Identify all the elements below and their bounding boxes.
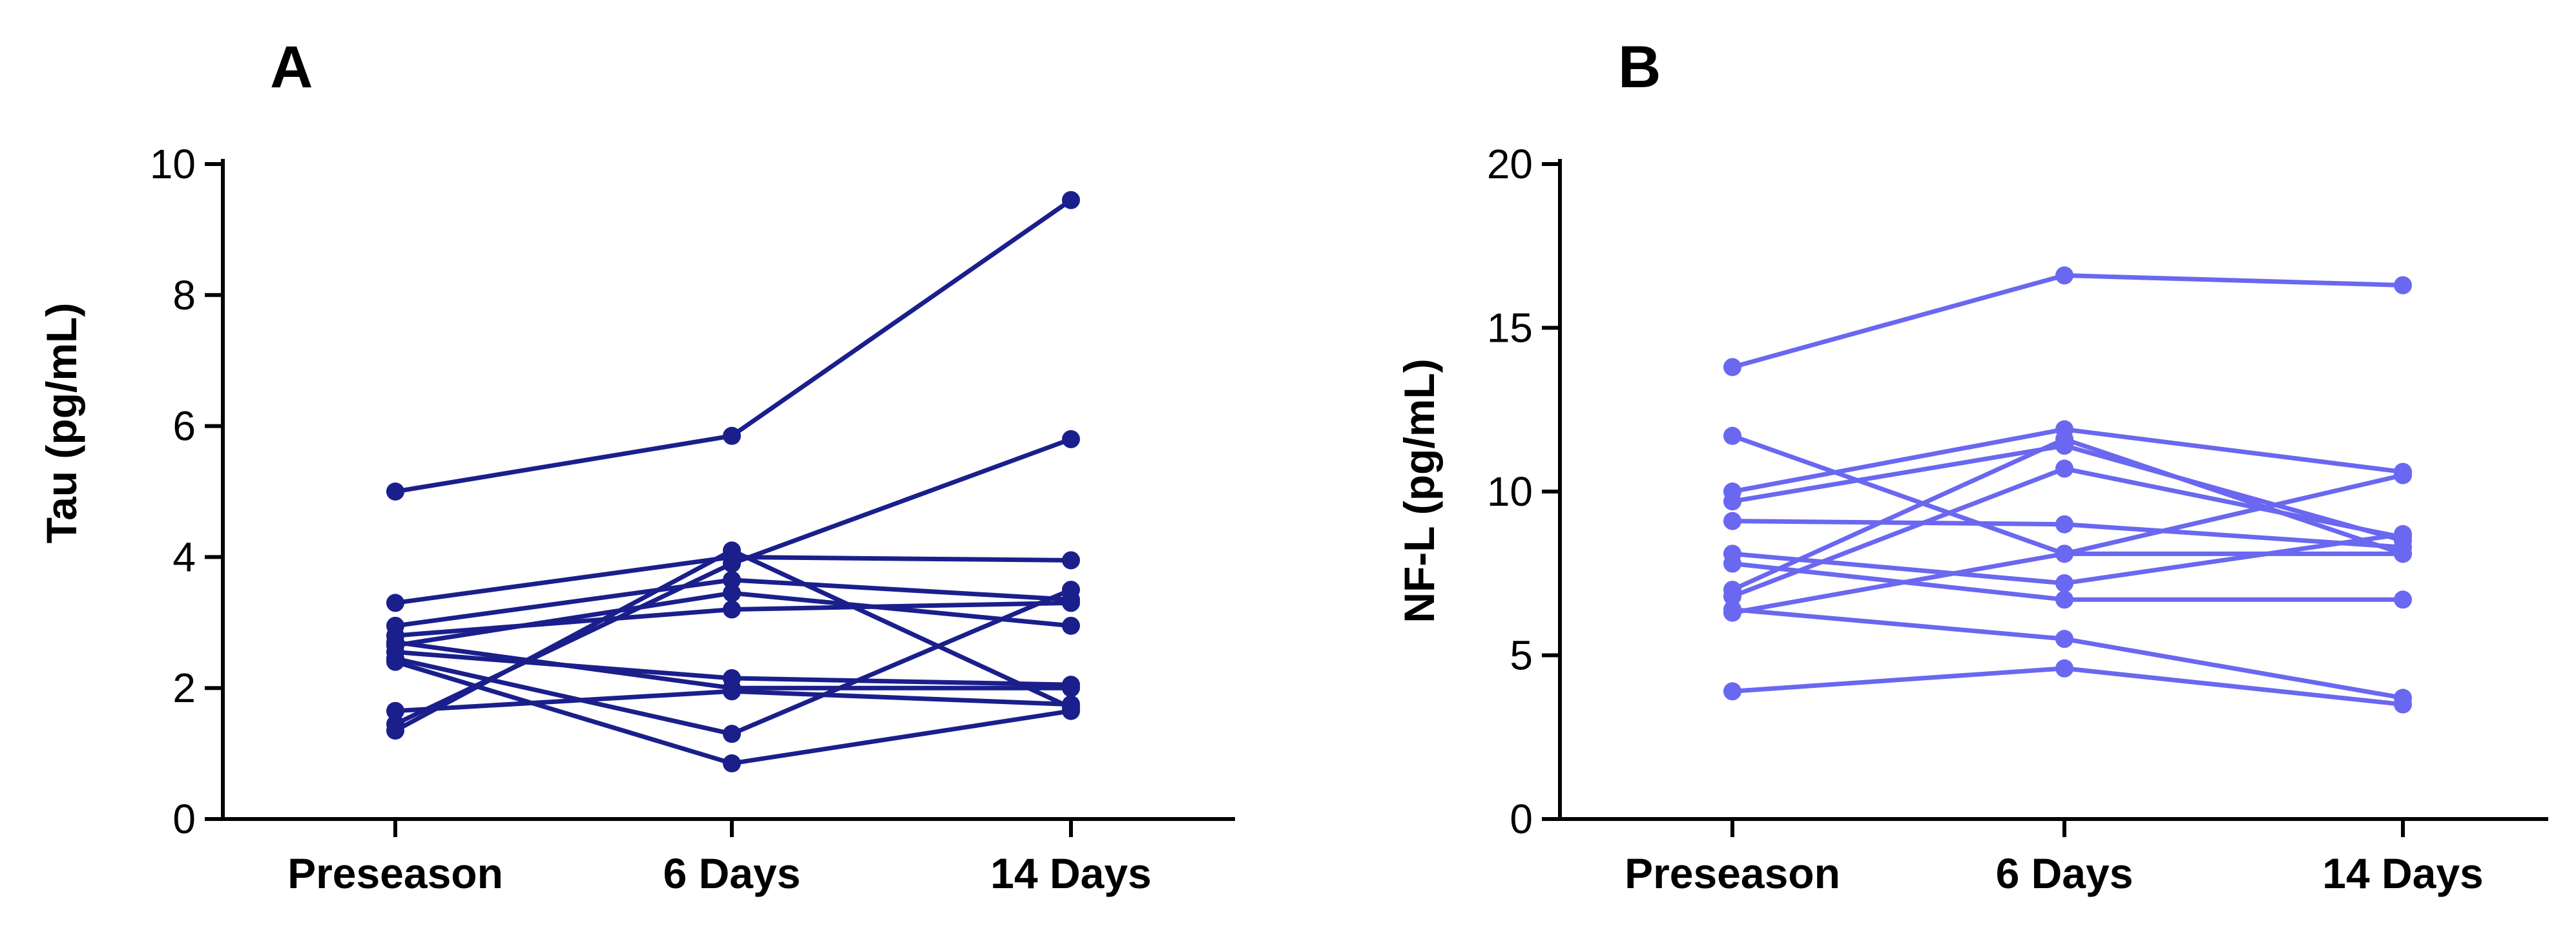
panel-a-data-point — [386, 594, 404, 612]
panel-b-series-11 — [1723, 600, 2412, 707]
panel-a-data-point — [723, 426, 741, 445]
panel-a-y-tick-label: 10 — [150, 141, 196, 187]
panel-b-y-ticks: 0 5 10 15 20 — [1487, 141, 1560, 842]
panel-b-series-9 — [1723, 459, 2412, 606]
panel-a-data-point — [386, 721, 404, 740]
panel-b-y-axis-title: NF-L (pg/mL) — [1395, 358, 1443, 623]
panel-a-y-tick-label: 4 — [172, 534, 196, 580]
panel-b-category-label: 6 Days — [1996, 849, 2134, 897]
panel-b-category-label: Preseason — [1625, 849, 1840, 897]
panel-b-data-point — [1723, 492, 1741, 511]
panel-b-data-point — [2055, 590, 2073, 609]
panel-b-y-tick-label: 10 — [1487, 468, 1533, 515]
panel-b-data-point — [2055, 515, 2073, 534]
panel-b-category-label: 14 Days — [2322, 849, 2484, 897]
panel-b-data-point — [2394, 545, 2412, 563]
panel-a-data-point — [723, 570, 741, 589]
panel-a-data-point — [1062, 701, 1080, 720]
panel-b-data-point — [1723, 512, 1741, 530]
panel-b-data-point — [1723, 682, 1741, 701]
panel-a-data-point — [1062, 191, 1080, 209]
panel-a-y-tick-label: 8 — [172, 272, 196, 318]
panel-a-x-ticks: Preseason 6 Days 14 Days — [287, 819, 1152, 897]
panel-a-category-label: 14 Days — [990, 849, 1152, 897]
panel-b-data-point — [2055, 574, 2073, 592]
panel-a-data-point — [1062, 430, 1080, 448]
panel-a-data-point — [723, 725, 741, 743]
panel-a-data-point — [1062, 594, 1080, 612]
panel-b-series-line — [1732, 273, 2404, 369]
panel-a-data-point — [386, 701, 404, 720]
panel-b-data-point — [1723, 358, 1741, 377]
panel-a-category-label: Preseason — [287, 849, 503, 897]
panel-b-series-4 — [1723, 437, 2412, 550]
panel-b-data-point — [2055, 545, 2073, 563]
panel-a-data-point — [1062, 679, 1080, 698]
panel-a-y-tick-label: 6 — [172, 403, 196, 450]
panel-b-y-tick-label: 0 — [1510, 796, 1533, 842]
panel-b-data-point — [1723, 554, 1741, 573]
panel-b-data-point — [2055, 630, 2073, 649]
panel-b-y-tick-label: 20 — [1487, 141, 1533, 187]
panel-b-data-point — [2055, 266, 2073, 285]
panel-a-data-point — [386, 483, 404, 501]
panel-a: A Tau (pg/mL) 0 2 4 6 8 10 Preseason 6 Days 14 … — [37, 34, 1235, 897]
panel-b-data-point — [1723, 426, 1741, 445]
panel-b-series-group — [1723, 266, 2412, 714]
panel-a-series-1 — [386, 191, 1080, 501]
panel-a-data-point — [723, 584, 741, 603]
panel-a-y-axis-title: Tau (pg/mL) — [37, 303, 85, 544]
panel-b-data-point — [1723, 600, 1741, 619]
panel-b-data-point — [2055, 459, 2073, 478]
panel-b-data-point — [2394, 695, 2412, 714]
panel-a-data-point — [386, 633, 404, 652]
panel-a-data-point — [1062, 581, 1080, 599]
panel-b-data-point — [2055, 659, 2073, 678]
panel-b-data-point — [2394, 590, 2412, 609]
panel-b-series-12 — [1723, 659, 2412, 714]
panel-b-data-point — [1723, 587, 1741, 606]
panel-b-series-7 — [1723, 554, 2412, 609]
panel-a-data-point — [386, 652, 404, 671]
panel-b-y-tick-label: 15 — [1487, 305, 1533, 351]
panel-a-y-tick-label: 2 — [172, 665, 196, 711]
panel-b-y-tick-label: 5 — [1510, 632, 1533, 679]
panel-b-data-point — [2055, 430, 2073, 448]
panel-a-data-point — [723, 682, 741, 701]
panel-a-y-ticks: 0 2 4 6 8 10 — [150, 141, 223, 842]
panel-a-letter: A — [270, 34, 313, 100]
panel-b-letter: B — [1618, 34, 1661, 100]
panel-a-series-group — [386, 191, 1080, 773]
panel-a-data-point — [1062, 551, 1080, 570]
panel-a-data-point — [723, 600, 741, 619]
panel-b-data-point — [2394, 466, 2412, 484]
panel-a-data-point — [723, 754, 741, 773]
panel-b-data-point — [2394, 528, 2412, 546]
panel-a-data-point — [1062, 616, 1080, 635]
panel-a-series-11 — [386, 682, 1080, 720]
panel-a-category-label: 6 Days — [663, 849, 801, 897]
panel-b-x-ticks: Preseason 6 Days 14 Days — [1625, 819, 2484, 897]
panel-a-data-point — [723, 541, 741, 560]
panel-a-series-12 — [386, 652, 1080, 773]
panel-b-series-1 — [1723, 266, 2412, 377]
panel-b: B NF-L (pg/mL) 0 5 10 15 20 Preseason 6 Days 1… — [1395, 34, 2548, 897]
panel-a-series-line — [395, 198, 1072, 494]
panel-b-data-point — [2394, 276, 2412, 295]
panel-a-y-tick-label: 0 — [172, 796, 196, 842]
